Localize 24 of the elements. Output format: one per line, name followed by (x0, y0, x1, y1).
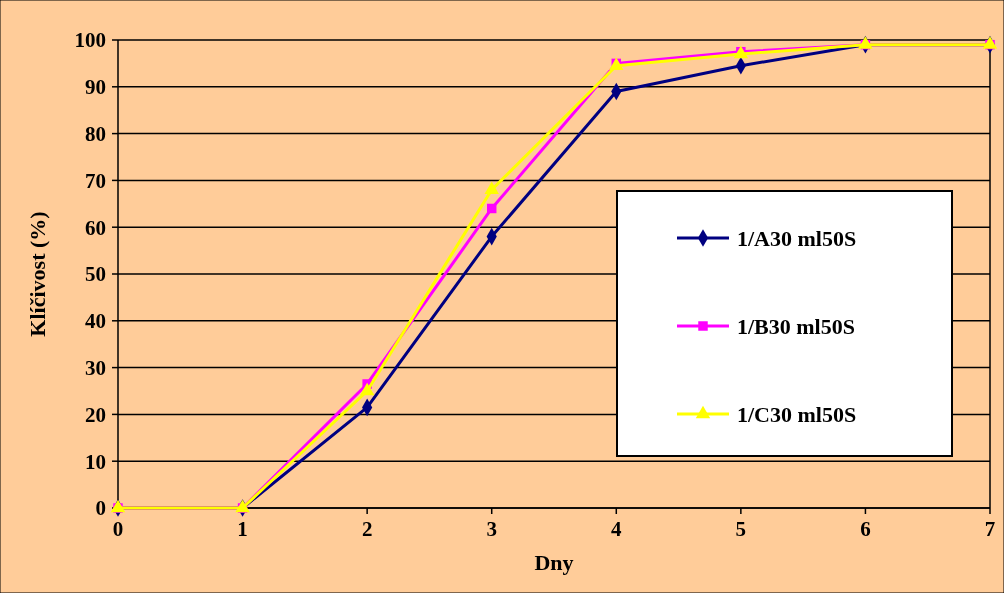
x-tick-label: 4 (611, 517, 623, 541)
y-tick-label: 30 (85, 355, 106, 380)
x-tick-label: 0 (112, 517, 124, 541)
x-tick-label: 6 (860, 517, 871, 541)
legend-label: 1/B30 ml50S (737, 313, 855, 339)
x-tick-label: 1 (237, 517, 248, 541)
y-tick-label: 100 (74, 28, 106, 53)
x-tick-label: 2 (361, 517, 373, 541)
y-tick-label: 60 (85, 215, 106, 240)
x-tick-label: 3 (486, 517, 497, 541)
x-tick-label: 7 (984, 517, 996, 541)
y-axis-title: Klíčivost (%) (25, 211, 50, 337)
legend-label: 1/C30 ml50S (737, 401, 857, 427)
y-tick-label: 70 (85, 168, 106, 193)
y-tick-label: 10 (85, 449, 106, 474)
x-tick-label: 5 (735, 517, 747, 541)
y-tick-label: 90 (85, 75, 106, 100)
legend-label: 1/A30 ml50S (737, 225, 857, 251)
y-tick-label: 0 (95, 496, 106, 521)
y-tick-label: 80 (85, 121, 106, 146)
y-tick-label: 20 (85, 402, 106, 427)
x-axis-title: Dny (534, 550, 574, 575)
y-tick-label: 40 (85, 309, 106, 334)
y-tick-label: 50 (85, 262, 106, 287)
